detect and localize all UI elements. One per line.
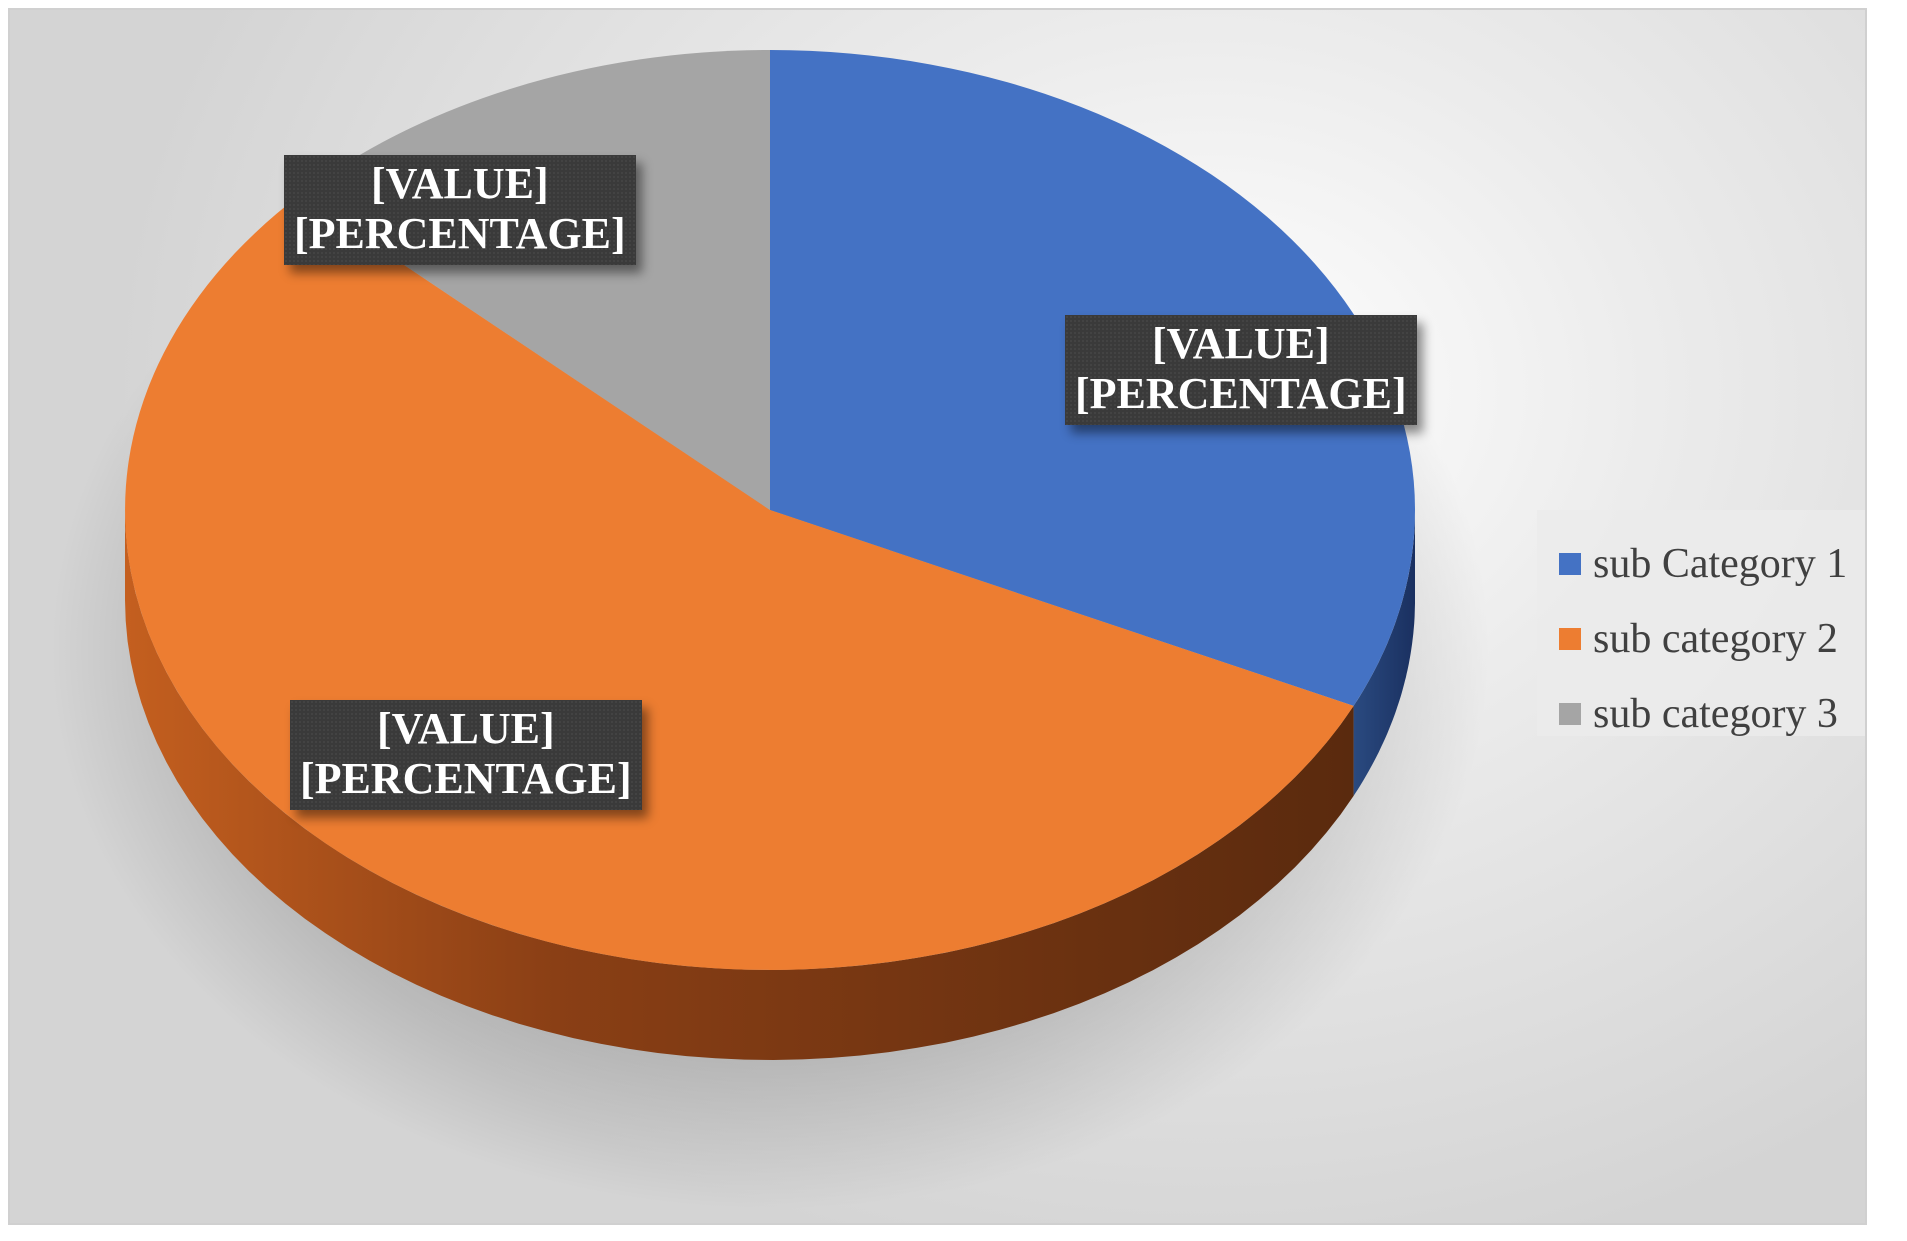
legend-item-sub-category-1: sub Category 1 bbox=[1559, 526, 1865, 601]
data-label-sub-category-2: [VALUE] [PERCENTAGE] bbox=[290, 700, 642, 810]
legend-swatch bbox=[1559, 552, 1581, 575]
chart-area: [VALUE] [PERCENTAGE] [VALUE] [PERCENTAGE… bbox=[8, 8, 1867, 1225]
legend-swatch bbox=[1559, 702, 1581, 725]
data-label-value: [VALUE] bbox=[1151, 319, 1330, 368]
legend-item-sub-category-2: sub category 2 bbox=[1559, 601, 1865, 676]
legend-swatch bbox=[1559, 627, 1581, 650]
pie-slice-side-sub-category-1 bbox=[1353, 510, 1415, 796]
data-label-sub-category-3: [VALUE] [PERCENTAGE] bbox=[284, 155, 636, 265]
data-label-value: [VALUE] bbox=[370, 159, 549, 208]
legend-item-sub-category-3: sub category 3 bbox=[1559, 676, 1865, 751]
data-label-sub-category-1: [VALUE] [PERCENTAGE] bbox=[1065, 315, 1417, 425]
legend-label: sub Category 1 bbox=[1593, 540, 1848, 587]
data-label-percentage: [PERCENTAGE] bbox=[294, 209, 626, 258]
data-label-percentage: [PERCENTAGE] bbox=[1075, 369, 1407, 418]
data-label-percentage: [PERCENTAGE] bbox=[300, 754, 632, 803]
legend-label: sub category 3 bbox=[1593, 690, 1838, 737]
legend: sub Category 1 sub category 2 sub catego… bbox=[1537, 510, 1865, 737]
data-label-value: [VALUE] bbox=[376, 704, 555, 753]
pie-slice-side-sub-category-2 bbox=[125, 510, 1354, 1060]
legend-label: sub category 2 bbox=[1593, 615, 1838, 662]
